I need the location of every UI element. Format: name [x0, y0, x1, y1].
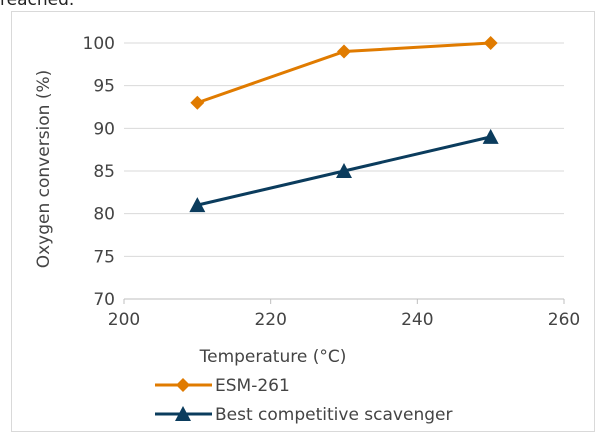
y-tick-label: 80 — [93, 205, 115, 225]
data-point — [482, 128, 499, 144]
y-tick-label: 90 — [93, 119, 115, 139]
data-point — [337, 44, 351, 59]
gridlines — [124, 42, 564, 257]
y-tick-label: 70 — [93, 290, 115, 310]
legend-item: ESM-261 — [155, 376, 290, 396]
series — [189, 36, 499, 213]
page-caption-text: reached. — [0, 0, 75, 10]
x-tick-label: 240 — [401, 310, 433, 330]
legend-marker — [175, 406, 191, 421]
legend-item: Best competitive scavenger — [155, 405, 452, 425]
y-tick-label: 85 — [93, 162, 115, 182]
tick-labels: 70 75 80 85 90 95 100 200 220 240 260 — [83, 34, 581, 330]
data-point — [336, 163, 352, 178]
data-point — [483, 36, 498, 50]
x-tick-label: 260 — [548, 310, 580, 330]
y-tick-label: 95 — [93, 77, 115, 97]
x-tick-label: 200 — [108, 310, 140, 330]
data-point — [189, 197, 206, 213]
series-1 — [190, 36, 498, 110]
legend-marker — [176, 378, 190, 392]
legend-label: ESM-261 — [215, 376, 290, 396]
y-tick-label: 100 — [83, 34, 115, 54]
legend-label: Best competitive scavenger — [215, 405, 452, 425]
oxygen-conversion-chart: 70 75 80 85 90 95 100 200 220 240 260 Oxygen conve… — [34, 34, 581, 425]
y-axis-title: Oxygen conversion (%) — [34, 70, 54, 269]
legend: ESM-261 Best competitive scavenger — [155, 376, 452, 425]
y-tick-label: 75 — [93, 247, 115, 267]
x-tick-label: 220 — [254, 310, 286, 330]
series-2 — [189, 128, 499, 213]
x-axis-title: Temperature (°C) — [199, 347, 347, 367]
data-point — [190, 95, 205, 110]
axes — [123, 298, 565, 304]
chart-frame: 70 75 80 85 90 95 100 200 220 240 260 Oxygen conve… — [11, 11, 595, 432]
